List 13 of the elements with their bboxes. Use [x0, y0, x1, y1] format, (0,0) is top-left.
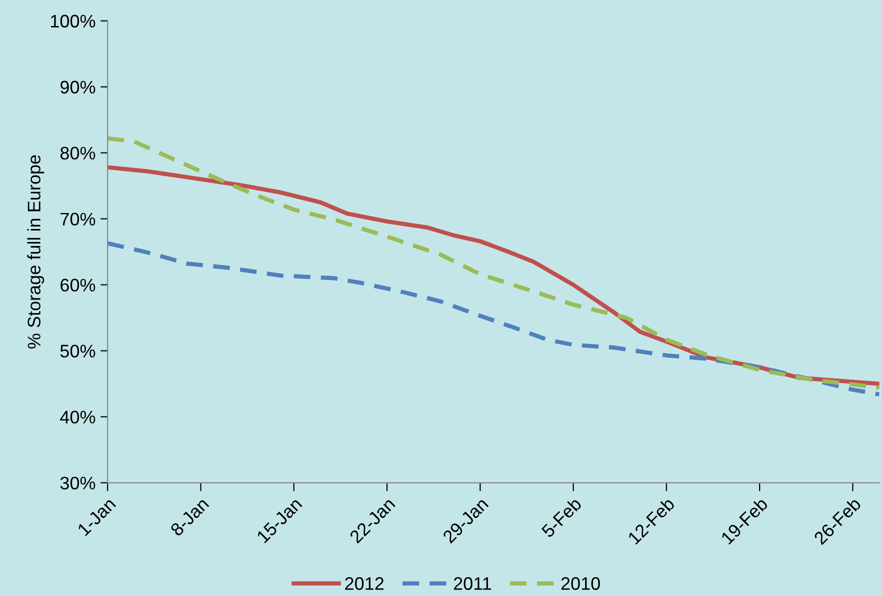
y-tick-label: 60% — [60, 278, 96, 292]
legend-label: 2012 — [345, 577, 384, 590]
legend-label: 2010 — [561, 577, 600, 590]
y-tick-label: 100% — [51, 14, 96, 28]
y-tick-label: 50% — [60, 344, 96, 358]
y-tick-label: 90% — [60, 80, 96, 94]
y-tick-label: 80% — [60, 146, 96, 160]
legend-label: 2011 — [454, 577, 491, 590]
y-tick-label: 30% — [60, 476, 96, 490]
y-tick-label: 70% — [60, 212, 96, 226]
y-axis-title: % Storage full in Europe — [27, 155, 44, 349]
line-series — [108, 241, 880, 396]
y-tick-label: 40% — [60, 410, 96, 424]
